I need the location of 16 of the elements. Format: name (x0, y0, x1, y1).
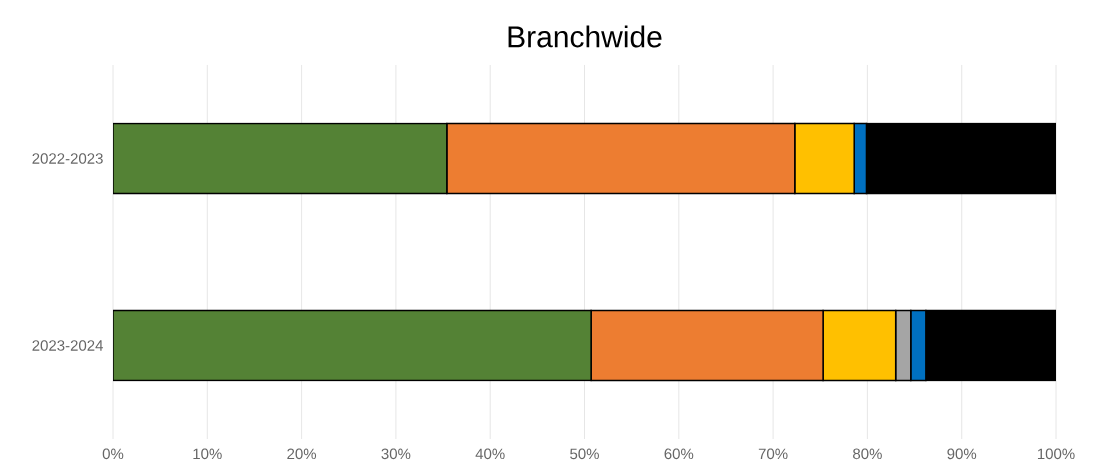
x-tick-label: 50% (570, 448, 599, 460)
x-tick-label: 20% (287, 448, 317, 460)
y-tick-label: 2022-2023 (32, 153, 103, 164)
x-tick-label: 40% (475, 448, 505, 460)
x-tick-label: 100% (1037, 448, 1075, 460)
bar (113, 309, 592, 382)
x-tick-label: 90% (947, 448, 977, 460)
x-tick-label: 80% (853, 448, 882, 460)
x-tick-label: 30% (381, 448, 411, 460)
x-tick-label: 0% (102, 448, 124, 460)
x-tick-label: 10% (193, 448, 222, 460)
bar (113, 122, 448, 195)
x-tick-label: 70% (758, 448, 788, 460)
x-tick-label: 60% (664, 448, 694, 460)
y-tick-label: 2023-2024 (32, 340, 104, 351)
chart-title: Branchwide (508, 25, 662, 48)
